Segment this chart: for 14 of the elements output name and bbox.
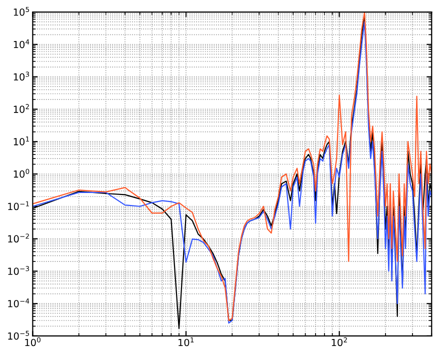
y-tick-label: 10$^{2}$ [14, 104, 29, 113]
x-tick-label: 10$^{0}$ [25, 337, 40, 346]
y-tick-label: 10$^{−1}$ [8, 201, 29, 210]
y-tick-label: 10$^{4}$ [14, 39, 30, 48]
y-tick-label: 10$^{0}$ [14, 168, 30, 178]
y-tick-label: 10$^{−5}$ [8, 330, 29, 340]
y-tick-label: 10$^{1}$ [14, 136, 29, 146]
x-tick-label: 10$^{2}$ [332, 337, 347, 346]
y-tick-label: 10$^{3}$ [14, 72, 30, 81]
y-tick-label: 10$^{−3}$ [8, 266, 30, 275]
y-tick-label: 10$^{5}$ [14, 6, 30, 16]
x-tick-label: 10$^{1}$ [178, 337, 194, 346]
y-tick-label: 10$^{−4}$ [8, 298, 30, 308]
y-tick-label: 10$^{−2}$ [8, 234, 29, 243]
